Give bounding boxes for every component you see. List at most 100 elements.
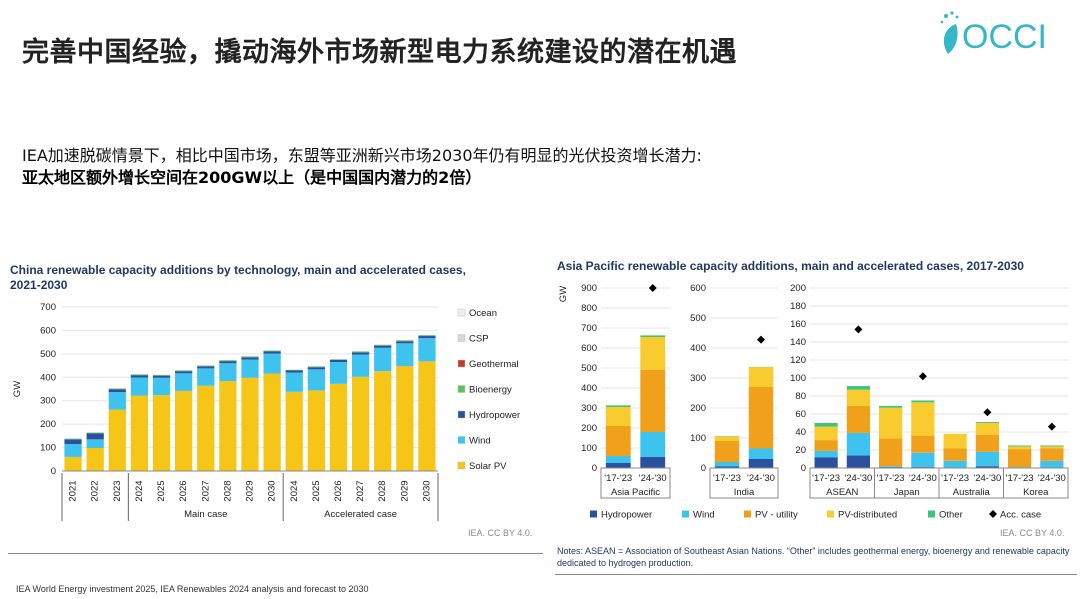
bar-wind: [175, 373, 193, 391]
acc-case-marker: [757, 335, 765, 344]
legend-label-hydropower: Hydropower: [601, 510, 652, 521]
legend-label-geothermal: Geothermal: [469, 359, 519, 370]
bar-solar-pv: [175, 390, 193, 471]
x-tick-label: 2023: [112, 480, 123, 501]
bar-bioenergy: [418, 335, 436, 337]
group-label-japan: Japan: [894, 487, 920, 498]
x-tick-label: '17-'23: [713, 473, 741, 484]
bar-wind: [219, 363, 237, 382]
bar-bioenergy: [396, 340, 414, 342]
acc-case-marker: [1047, 422, 1056, 431]
bar-pv-distributed: [975, 423, 999, 435]
x-tick-label: 2021: [68, 480, 79, 501]
bar-bioenergy: [351, 351, 370, 353]
y-tick-label: 160: [790, 319, 806, 330]
x-tick-label: 2028: [377, 480, 388, 501]
apac-chart-title: Asia Pacific renewable capacity addition…: [557, 259, 1024, 273]
bar-pv-utility: [714, 441, 740, 462]
x-tick-label: 2027: [200, 480, 211, 501]
y-tick-label: 400: [40, 372, 56, 383]
bar-pv-utility: [975, 434, 999, 452]
bar-wind: [975, 451, 999, 467]
x-tick-label: 2028: [222, 480, 233, 501]
legend-label-wind: Wind: [693, 510, 715, 521]
y-tick-label: 500: [690, 313, 706, 324]
bar-pv-utility: [943, 448, 967, 461]
bar-pv-distributed: [640, 337, 666, 370]
x-tick-label: '24-'30: [1038, 473, 1066, 484]
bar-wind: [814, 450, 838, 458]
bar-wind: [911, 452, 935, 468]
bar-solar-pv: [418, 361, 436, 471]
apac-chart-bottom-rule: [555, 574, 1077, 575]
bar-wind: [1040, 460, 1064, 468]
legend-swatch-bioenergy: [457, 385, 466, 393]
y-tick-label: 700: [581, 323, 597, 334]
bar-bioenergy: [263, 350, 281, 352]
bar-pv-utility: [640, 370, 666, 432]
y-tick-label: 80: [795, 391, 806, 402]
bar-bioenergy: [285, 369, 303, 371]
group-label-korea: Korea: [1023, 487, 1049, 498]
x-tick-label: '17-'23: [1006, 473, 1034, 484]
legend-swatch-other: [928, 510, 935, 518]
bar-wind: [418, 338, 436, 362]
bar-wind: [846, 432, 870, 456]
bar-bioenergy: [175, 370, 193, 372]
bar-pv-distributed: [748, 367, 774, 387]
page-title: 完善中国经验，撬动海外市场新型电力系统建设的潜在机遇: [22, 37, 737, 68]
bar-hydropower: [351, 352, 370, 355]
bar-pv-utility: [605, 426, 631, 456]
legend-label-acc-case: Acc. case: [1000, 510, 1041, 521]
bar-hydropower: [108, 389, 126, 393]
china-chart-title: China renewable capacity additions by te…: [10, 263, 466, 293]
group-label-main-case: Main case: [184, 509, 227, 520]
y-tick-label: 600: [40, 325, 56, 336]
bar-bioenergy: [197, 365, 215, 367]
bar-bioenergy: [219, 360, 237, 362]
x-tick-label: 2024: [289, 480, 300, 501]
bar-solar-pv: [307, 390, 325, 471]
y-tick-label: 0: [701, 463, 706, 474]
legend-swatch-pv-utility: [744, 510, 751, 518]
y-axis-label: GW: [12, 381, 23, 397]
legend-swatch-geothermal: [457, 359, 466, 368]
bar-wind: [374, 347, 392, 372]
bar-hydropower: [152, 375, 171, 378]
apac-capacity-chart: GW0100200300400500600700800900'17-'23'24…: [558, 283, 1069, 521]
china-capacity-chart: 0 100 200 300 400 500 600 700 GW 2021 2022 2023 2024…: [12, 302, 520, 521]
legend-swatch-pv-distributed: [827, 510, 834, 518]
china-chart-title-line-1: China renewable capacity additions by te…: [10, 263, 466, 277]
x-tick-label: '24-'30: [844, 473, 872, 484]
x-tick-label: 2030: [421, 480, 432, 501]
bar-bioenergy: [86, 432, 104, 434]
y-tick-label: 500: [581, 363, 597, 374]
x-tick-label: 2022: [90, 480, 101, 501]
bar-solar-pv: [329, 383, 348, 471]
legend-swatch-wind: [457, 436, 466, 444]
x-tick-label: 2026: [333, 480, 344, 501]
bar-solar-pv: [263, 373, 281, 471]
bar-hydropower: [748, 459, 774, 468]
y-tick-label: 200: [790, 283, 806, 294]
y-tick-label: 600: [581, 343, 597, 354]
bar-solar-pv: [285, 391, 303, 471]
bar-other: [911, 400, 935, 403]
source-line: IEA World Energy investment 2025, IEA Re…: [16, 584, 369, 594]
occi-logo: OCCI: [940, 11, 1047, 56]
bar-solar-pv: [152, 395, 171, 471]
bar-solar-pv: [130, 395, 149, 471]
bar-pv-distributed: [714, 436, 740, 441]
bar-bioenergy: [130, 374, 149, 376]
y-tick-label: 60: [795, 409, 806, 420]
y-tick-label: 100: [581, 443, 597, 454]
y-tick-label: 900: [581, 283, 597, 294]
bar-wind: [605, 456, 631, 463]
legend-label-bioenergy: Bioenergy: [469, 385, 512, 396]
y-tick-label: 0: [51, 466, 56, 477]
x-tick-label: 2025: [311, 480, 322, 501]
bar-wind: [307, 369, 325, 391]
x-tick-label: '24-'30: [909, 473, 937, 484]
x-tick-label: '24-'30: [973, 473, 1001, 484]
legend-swatch-solar-pv: [457, 461, 466, 470]
